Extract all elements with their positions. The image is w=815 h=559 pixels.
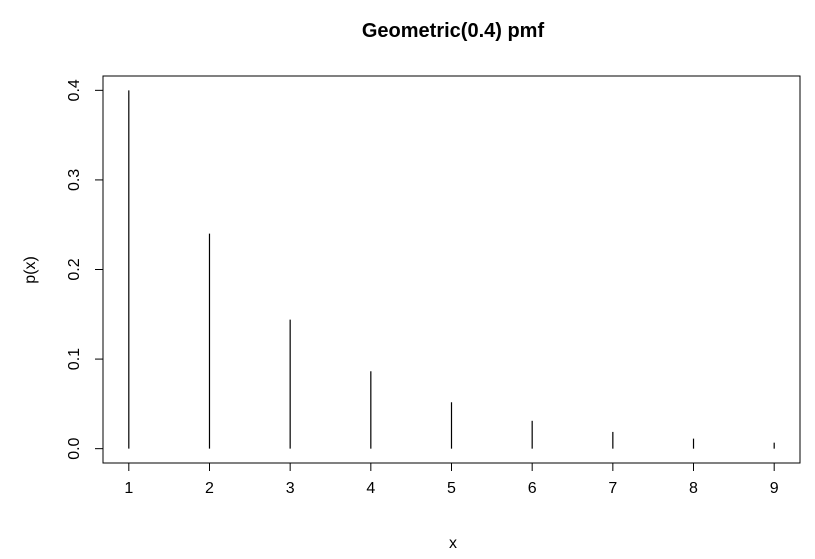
x-tick-label: 2	[205, 480, 214, 497]
chart-title: Geometric(0.4) pmf	[362, 20, 545, 42]
y-tick-label: 0.3	[66, 169, 83, 191]
x-tick-label: 3	[286, 480, 295, 497]
x-tick-label: 8	[689, 480, 698, 497]
y-axis-label: p(x)	[22, 256, 39, 284]
x-tick-label: 4	[366, 480, 375, 497]
x-axis-label: x	[449, 535, 457, 552]
x-tick-label: 5	[447, 480, 456, 497]
y-tick-label: 0.1	[66, 348, 83, 370]
y-tick-label: 0.2	[66, 258, 83, 280]
y-axis: 0.0 0.1 0.2 0.3 0.4	[66, 79, 104, 460]
x-axis: 1 2 3 4 5 6 7 8 9	[124, 462, 779, 497]
x-tick-label: 7	[608, 480, 617, 497]
x-tick-label: 6	[528, 480, 537, 497]
y-tick-label: 0.0	[66, 437, 83, 459]
x-tick-label: 9	[770, 480, 779, 497]
x-tick-label: 1	[124, 480, 133, 497]
spike-series	[128, 90, 775, 449]
y-tick-label: 0.4	[66, 79, 83, 101]
